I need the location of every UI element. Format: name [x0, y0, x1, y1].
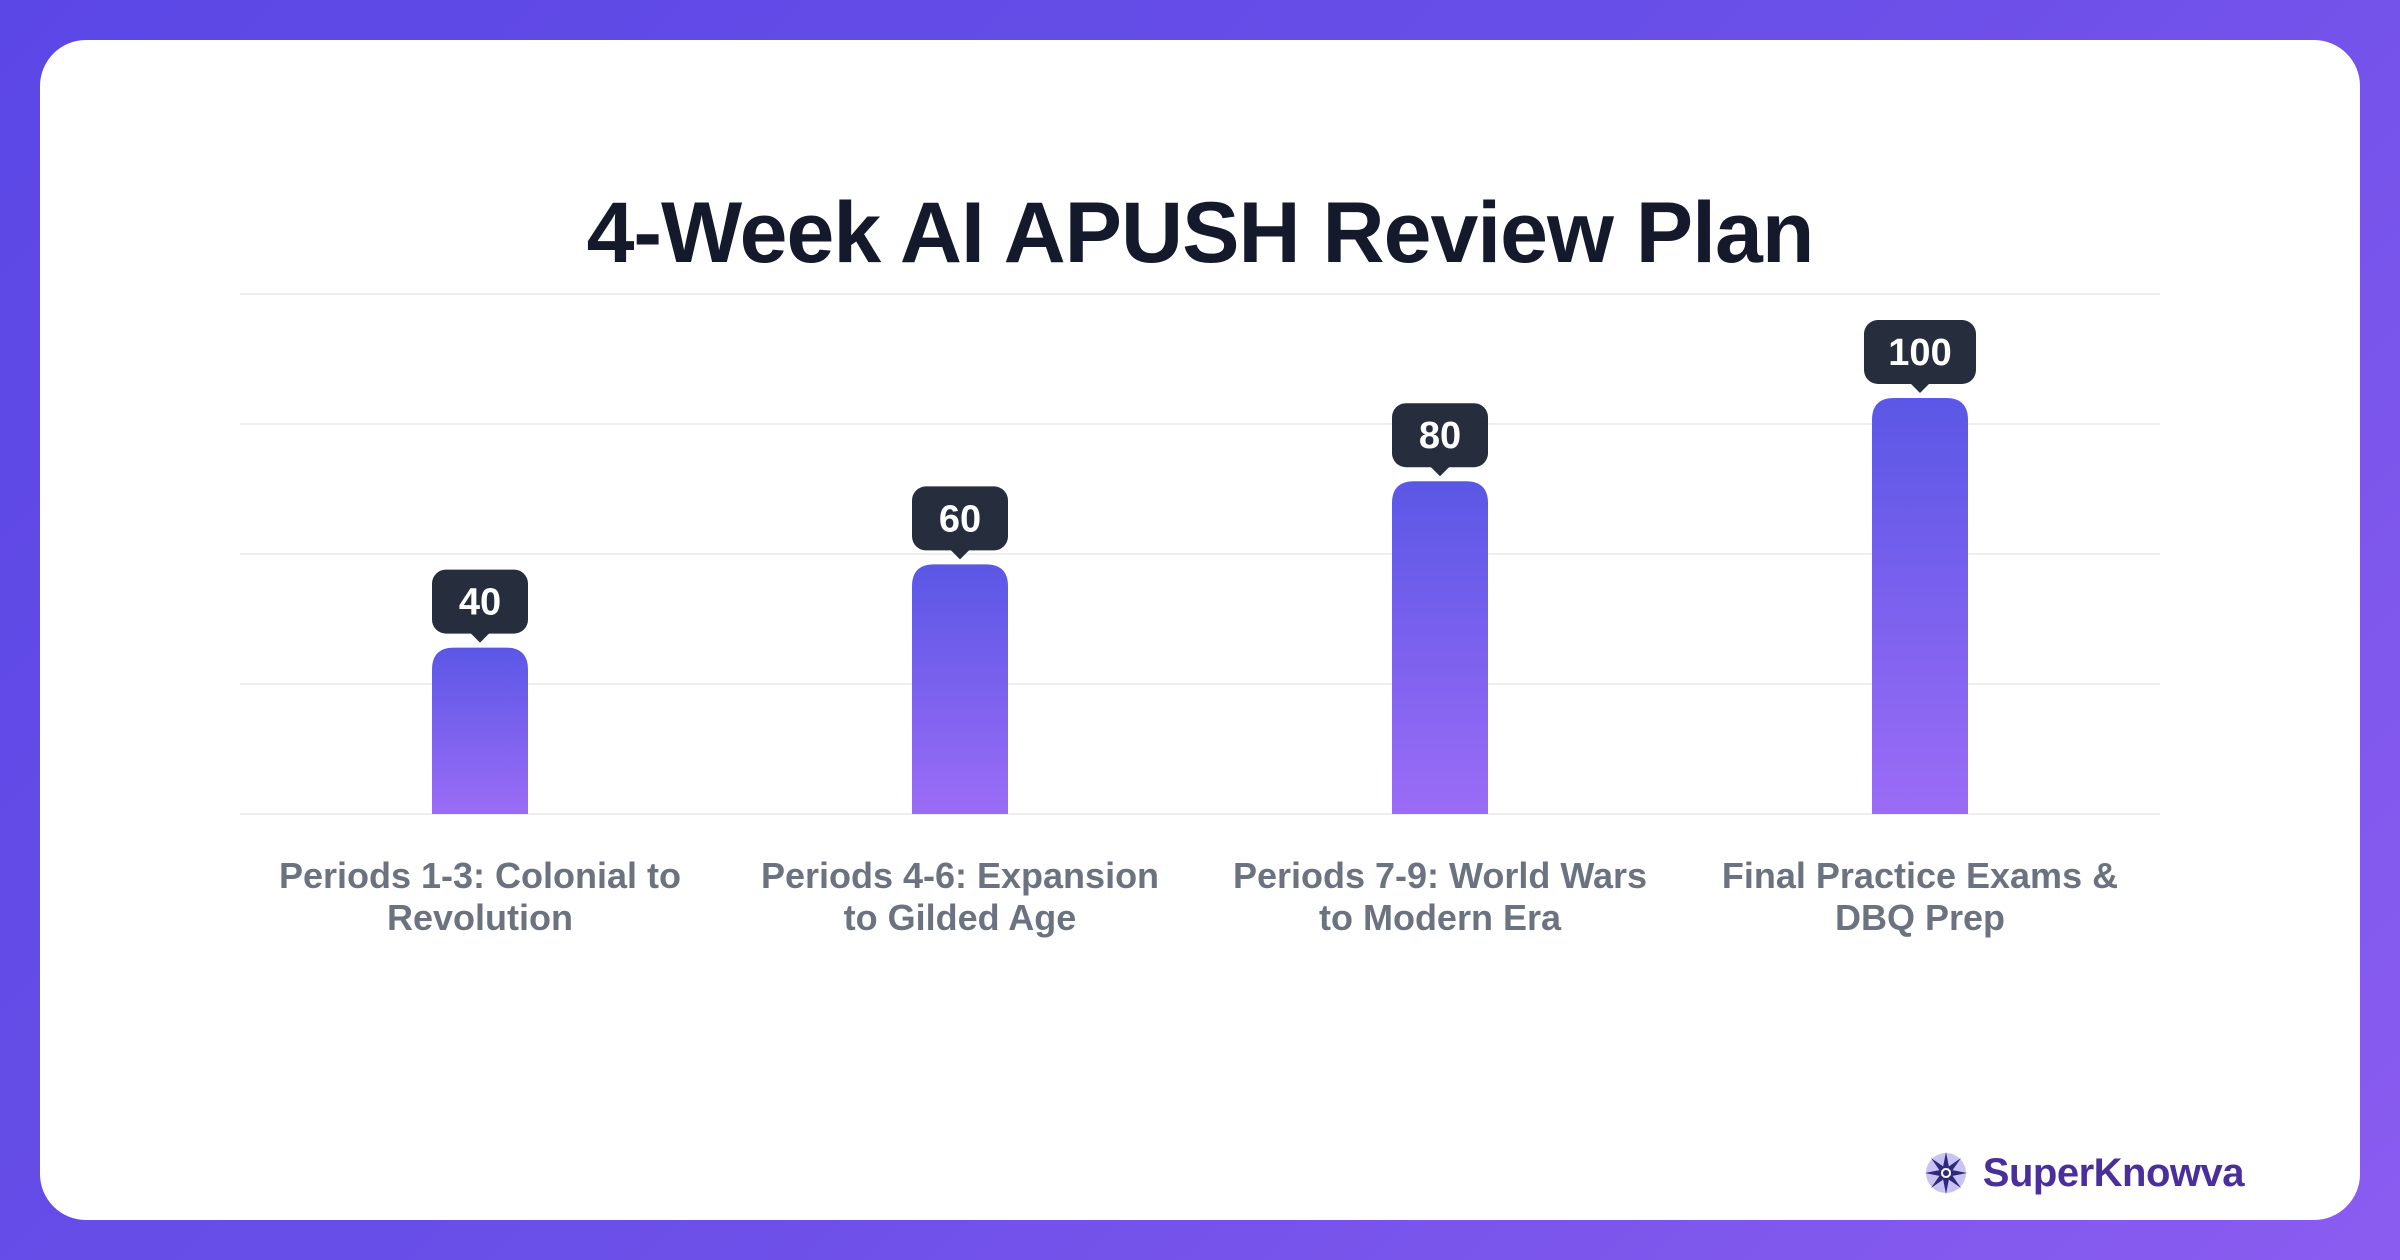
- value-label-text: 60: [939, 498, 981, 540]
- value-label-text: 40: [459, 582, 501, 624]
- value-label: 80: [1392, 403, 1488, 477]
- value-label-bubble: [432, 569, 528, 634]
- bar: [432, 647, 528, 814]
- value-label: 100: [1864, 320, 1976, 393]
- category-label-line: Revolution: [387, 897, 573, 938]
- bars: [432, 398, 1968, 814]
- category-label-line: Final Practice Exams &: [1722, 855, 2118, 896]
- value-label-bubble: [1864, 320, 1976, 384]
- value-label-bubble: [1392, 403, 1488, 468]
- value-label-pointer: [1430, 466, 1450, 477]
- category-label-line: Periods 7-9: World Wars: [1233, 855, 1647, 896]
- gridlines: [240, 293, 2160, 815]
- brand-logo: SuperKnowva: [1923, 1138, 2245, 1208]
- value-label-text: 100: [1888, 332, 1951, 374]
- value-label-pointer: [1910, 383, 1930, 393]
- value-label-text: 80: [1419, 415, 1461, 457]
- category-label-line: to Gilded Age: [844, 897, 1077, 938]
- category-label: Periods 7-9: World Wars to Modern Era: [1233, 855, 1647, 938]
- category-label-line: Periods 4-6: Expansion: [761, 855, 1159, 896]
- value-labels: 40 60 80 100: [432, 320, 1976, 643]
- bar-chart: 40 60 80 100 Periods 1-3: Colonial to Revolu…: [240, 293, 2160, 938]
- value-label: 60: [912, 486, 1008, 560]
- category-label-line: DBQ Prep: [1835, 897, 2005, 938]
- value-label: 40: [432, 569, 528, 643]
- category-label: Periods 4-6: Expansion to Gilded Age: [761, 855, 1159, 938]
- bar: [1392, 481, 1488, 814]
- chart-title: 4-Week AI APUSH Review Plan: [586, 185, 1815, 281]
- starburst-logo-icon: [1924, 1152, 1967, 1194]
- value-label-pointer: [950, 549, 970, 560]
- brand-name: SuperKnowva: [1982, 1150, 2245, 1195]
- category-label-line: to Modern Era: [1319, 897, 1562, 938]
- category-label-line: Periods 1-3: Colonial to: [279, 855, 681, 896]
- bar: [912, 564, 1008, 814]
- bar: [1872, 398, 1968, 814]
- value-label-bubble: [912, 486, 1008, 551]
- value-label-pointer: [470, 632, 490, 643]
- chart-card: 4-Week AI APUSH Review Plan 40 60 80 100 Pe…: [40, 40, 2360, 1220]
- category-label: Final Practice Exams & DBQ Prep: [1722, 855, 2118, 938]
- category-labels: Periods 1-3: Colonial to RevolutionPeriod…: [279, 855, 2118, 938]
- category-label: Periods 1-3: Colonial to Revolution: [279, 855, 681, 938]
